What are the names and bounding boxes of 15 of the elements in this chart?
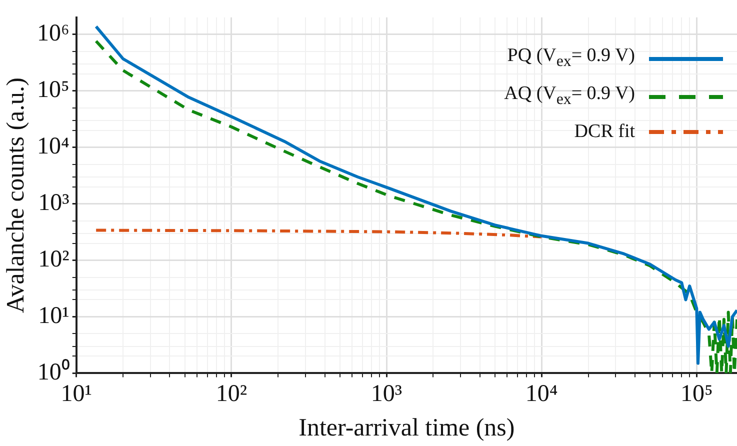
x-tick-label: 10⁴ <box>525 380 558 407</box>
x-axis-title: Inter-arrival time (ns) <box>298 414 515 442</box>
y-tick-label: 10² <box>38 246 70 273</box>
legend-label: AQ (V$_{ex}$= 0.9 V) <box>504 82 635 110</box>
legend-label: PQ (V$_{ex}$= 0.9 V) <box>507 44 635 72</box>
y-tick-label: 10⁶ <box>36 20 70 47</box>
y-tick-label: 10⁴ <box>36 134 70 160</box>
x-tick-label: 10⁵ <box>680 380 713 407</box>
x-tick-label: 10² <box>216 380 248 407</box>
y-tick-label: 10¹ <box>38 303 70 330</box>
y-axis-title: Avalanche counts (a.u.) <box>2 78 30 314</box>
x-tick-label: 10³ <box>370 380 402 407</box>
legend-label: DCR fit <box>574 120 635 144</box>
y-tick-label: 10³ <box>38 190 70 216</box>
y-tick-label: 10⁵ <box>36 77 70 104</box>
